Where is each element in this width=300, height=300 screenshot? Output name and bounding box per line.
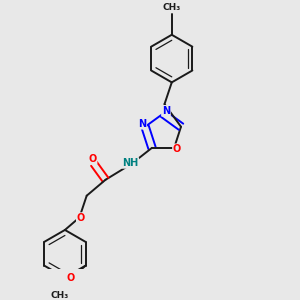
Text: O: O (77, 213, 85, 223)
Text: N: N (138, 119, 146, 129)
Text: O: O (173, 144, 181, 154)
Text: CH₃: CH₃ (163, 3, 181, 12)
Text: N: N (162, 106, 170, 116)
Text: NH: NH (122, 158, 138, 168)
Text: CH₃: CH₃ (50, 291, 68, 300)
Text: O: O (66, 273, 74, 283)
Text: O: O (88, 154, 97, 164)
